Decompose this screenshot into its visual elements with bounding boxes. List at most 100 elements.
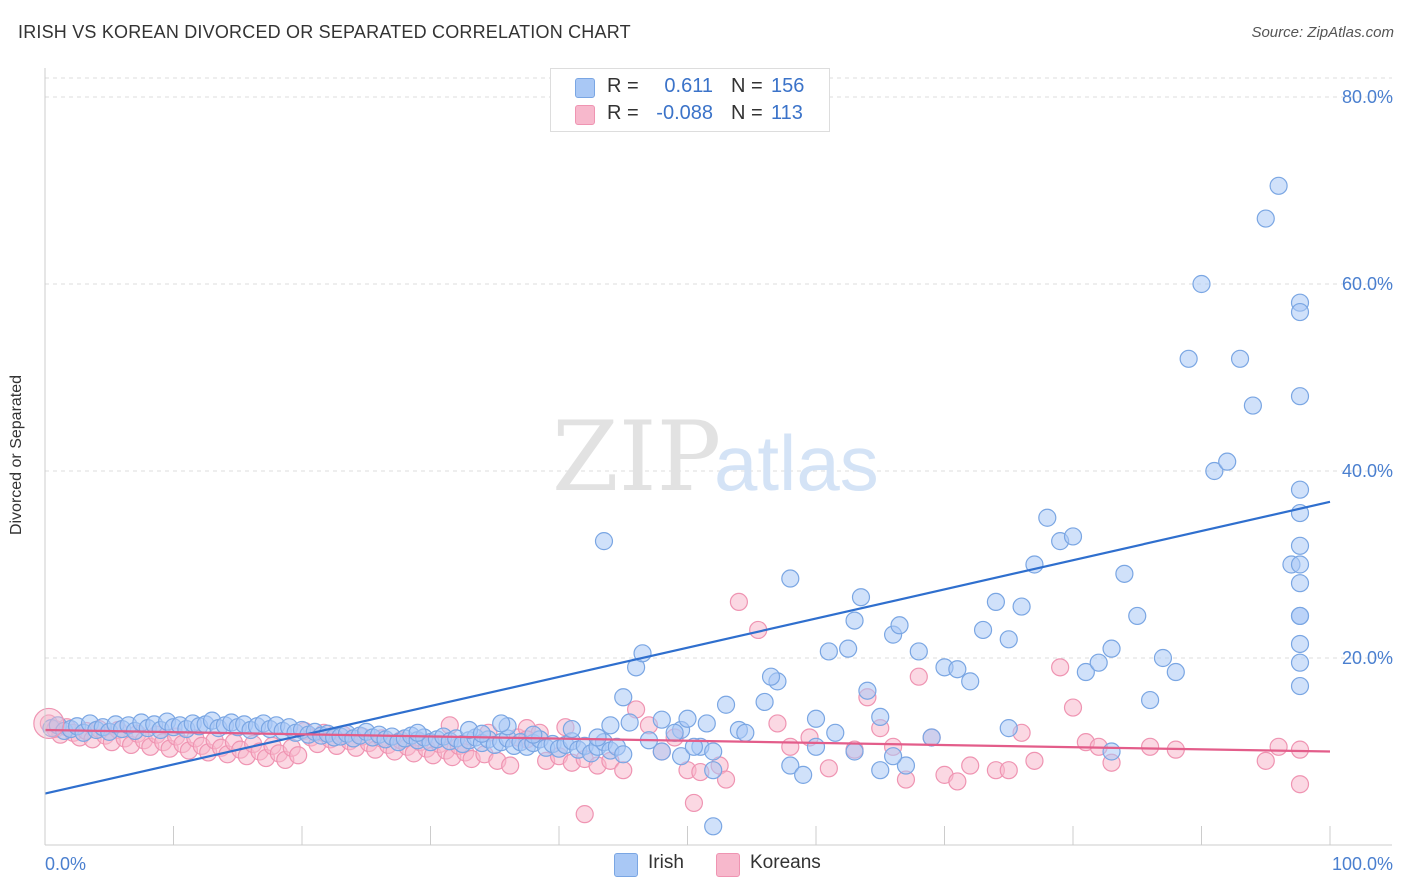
korean-point (1290, 775, 1310, 794)
irish-point (961, 672, 980, 691)
series-swatch-irish (614, 853, 638, 877)
irish-point (716, 695, 736, 714)
korean-point (1051, 658, 1070, 677)
irish-point (652, 742, 671, 761)
irish-point (1038, 508, 1057, 527)
korean-point (1140, 737, 1160, 756)
y-tick-label: 80.0% (1342, 87, 1393, 107)
irish-point (1243, 396, 1263, 415)
korean-point (999, 761, 1018, 780)
irish-point (986, 592, 1006, 612)
korean-point (716, 770, 736, 789)
irish-point (871, 707, 890, 727)
x-tick-label: 100.0% (1332, 854, 1393, 874)
irish-point (1140, 690, 1160, 710)
korean-trend-line (44, 728, 1331, 753)
irish-point (1102, 639, 1121, 658)
korean-point (1063, 698, 1083, 717)
irish-point (819, 642, 838, 661)
korean-point (501, 756, 520, 775)
irish-point (794, 765, 813, 784)
korean-point (614, 761, 633, 780)
legend-swatch-koreans (575, 105, 595, 125)
legend-r-value: -0.088 (656, 102, 713, 124)
korean-point-large (33, 707, 65, 740)
irish-point (973, 620, 993, 640)
irish-point (1290, 302, 1310, 322)
irish-point (1076, 662, 1095, 682)
irish-point (896, 756, 916, 775)
irish-point (781, 569, 800, 588)
irish-point (1192, 274, 1211, 294)
irish-point (806, 737, 826, 756)
irish-point (588, 728, 607, 747)
irish-point (1290, 387, 1310, 406)
irish-point (999, 630, 1018, 649)
axis-layer: 20.0% 40.0% 60.0% 80.0% 0.0% 100.0% (44, 68, 1393, 874)
irish-point (1063, 527, 1083, 546)
watermark-zip: ZIP (552, 401, 721, 513)
irish-point (1166, 662, 1185, 682)
chart-source: Source: ZipAtlas.com (1251, 24, 1394, 41)
irish-point (524, 725, 543, 744)
chart-title: IRISH VS KOREAN DIVORCED OR SEPARATED CO… (18, 22, 631, 42)
watermark: ZIP atlas (552, 401, 879, 513)
series-label-koreans: Koreans (750, 852, 821, 873)
legend-n-label: N = (731, 102, 763, 124)
irish-point (1269, 176, 1288, 195)
irish-point (999, 719, 1018, 738)
legend-n-label: N = (731, 75, 763, 97)
trend-layer (44, 500, 1331, 795)
series-swatch-koreans (716, 853, 740, 877)
irish-point (492, 714, 511, 733)
korean-point (909, 667, 928, 686)
irish-point (594, 532, 614, 551)
irish-point (614, 745, 633, 764)
irish-point (1153, 648, 1173, 668)
legend-r-label: R = (607, 75, 639, 97)
irish-point (408, 723, 427, 742)
irish-point (1012, 597, 1031, 616)
irish-point (665, 723, 684, 742)
irish-point (1290, 606, 1310, 626)
irish-point (1290, 480, 1310, 499)
correlation-legend: R = 0.611 N = 156 R = -0.088 N = 113 (550, 68, 830, 132)
irish-point (826, 723, 845, 742)
irish-point (858, 681, 877, 700)
korean-point (1290, 740, 1310, 759)
irish-point (704, 817, 723, 836)
irish-point (736, 723, 755, 742)
korean-point (684, 793, 704, 813)
irish-point (1179, 349, 1198, 368)
irish-point (704, 742, 723, 761)
irish-point (1089, 653, 1108, 672)
irish-point (652, 710, 671, 729)
irish-point (909, 642, 928, 661)
irish-point (1290, 536, 1310, 555)
y-tick-label: 60.0% (1342, 274, 1393, 294)
irish-point (890, 616, 909, 635)
series-label-irish: Irish (648, 852, 684, 873)
legend-r-value: 0.611 (664, 75, 713, 97)
irish-point (1115, 564, 1134, 583)
irish-point (883, 747, 903, 766)
irish-point (871, 761, 890, 780)
legend-r-label: R = (607, 102, 639, 124)
irish-point (845, 742, 864, 761)
legend-swatch-irish (575, 78, 595, 98)
irish-point (697, 714, 716, 733)
korean-point (575, 805, 594, 824)
legend-n-value: 156 (771, 75, 805, 97)
korean-point (961, 756, 980, 775)
irish-point (948, 660, 967, 679)
irish-point (1290, 555, 1310, 574)
irish-point (704, 761, 723, 780)
irish-point (601, 716, 620, 735)
irish-point (1290, 676, 1310, 696)
irish-point (1290, 634, 1310, 654)
irish-point (671, 747, 691, 766)
irish-point (755, 692, 774, 712)
irish-point (1290, 653, 1310, 672)
irish-point (781, 756, 800, 775)
